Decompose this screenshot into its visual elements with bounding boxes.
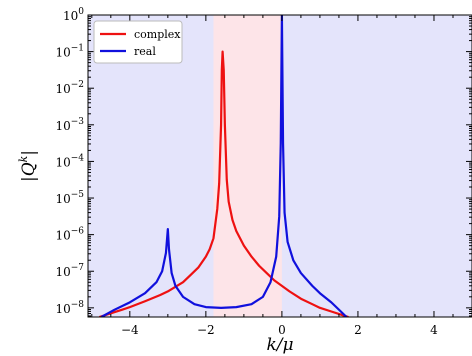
x-tick-label: 4 — [430, 323, 438, 337]
legend-label-real: real — [134, 45, 156, 58]
y-tick-label: 10−3 — [55, 117, 84, 133]
legend-label-complex: complex — [134, 28, 181, 41]
y-axis-label: |Qk| — [17, 150, 39, 182]
y-tick-label: 10−1 — [55, 44, 84, 60]
x-tick-label: 2 — [354, 323, 362, 337]
y-tick-label: 10−4 — [55, 153, 84, 169]
y-tick-label: 10−6 — [55, 227, 84, 243]
y-tick-label: 10−2 — [55, 80, 84, 96]
x-axis-label: k/μ — [266, 335, 293, 355]
x-tick-label: −2 — [197, 323, 215, 337]
x-tick-label: −4 — [121, 323, 139, 337]
y-tick-label: 10−8 — [55, 300, 84, 316]
y-tick-label: 100 — [63, 7, 84, 23]
y-tick-label: 10−7 — [55, 263, 84, 279]
y-tick-label: 10−5 — [55, 190, 84, 206]
